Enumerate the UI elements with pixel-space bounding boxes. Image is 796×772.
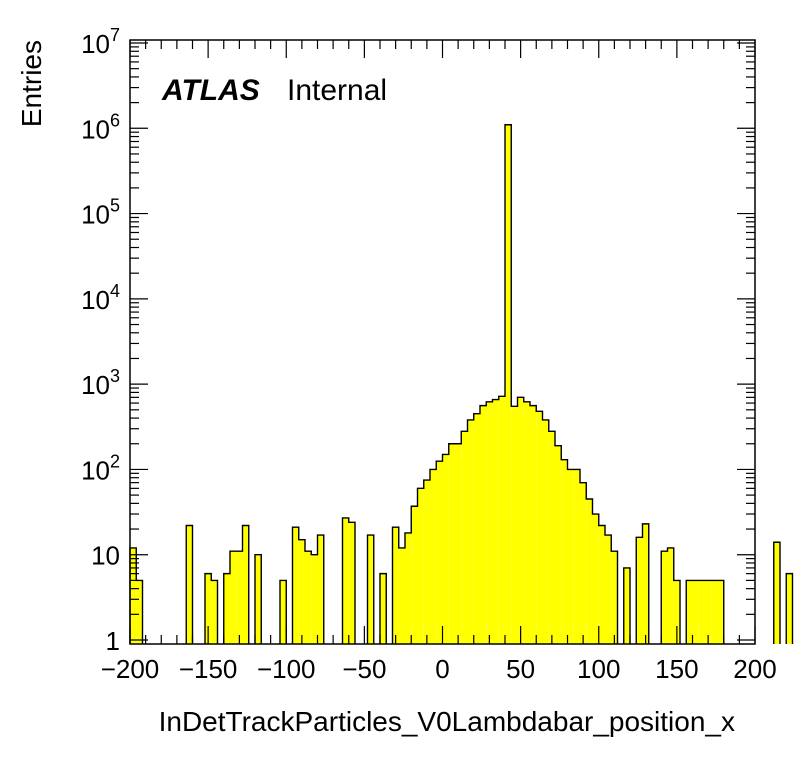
histogram-bin	[461, 431, 468, 644]
histogram-bars	[129, 124, 794, 645]
histogram-bin	[523, 401, 530, 644]
histogram-bin	[186, 525, 193, 644]
y-tick-label: 103	[81, 366, 120, 400]
histogram-bin	[705, 580, 712, 644]
histogram-bin	[348, 522, 355, 644]
histogram-bin	[586, 499, 593, 644]
histogram-bin	[442, 454, 449, 644]
histogram-bin	[455, 443, 462, 644]
histogram-bin	[398, 547, 405, 644]
y-axis-title: Entries	[16, 40, 47, 127]
x-tick-label: 50	[506, 654, 535, 684]
histogram-bin	[567, 469, 574, 644]
histogram-bin	[711, 580, 718, 644]
histogram-bin	[511, 406, 518, 644]
histogram-bin	[242, 525, 249, 644]
x-tick-label: 0	[435, 654, 449, 684]
histogram-bin	[467, 419, 474, 644]
histogram-bin	[611, 551, 618, 644]
histogram-bin	[317, 535, 324, 644]
histogram-bin	[623, 567, 630, 644]
histogram-bin	[280, 580, 287, 644]
histogram-bin	[698, 580, 705, 644]
y-tick-label: 105	[81, 196, 120, 230]
x-tick-label: −100	[257, 654, 316, 684]
histogram-bin	[136, 580, 143, 644]
histogram-bin	[223, 573, 230, 644]
x-tick-label: 150	[655, 654, 698, 684]
histogram-bin	[517, 397, 524, 644]
y-tick-label: 10	[91, 541, 120, 571]
y-tick-label: 106	[81, 110, 120, 144]
x-tick-label: −50	[342, 654, 386, 684]
histogram-bin	[580, 482, 587, 644]
histogram-bin	[417, 488, 424, 644]
histogram-bin	[773, 542, 780, 644]
axis-ticks	[129, 40, 756, 644]
histogram-bin	[605, 535, 612, 644]
histogram-bin	[380, 573, 387, 644]
histogram-bin	[430, 469, 437, 644]
histogram-bin	[367, 535, 374, 644]
histogram-bin	[448, 443, 455, 644]
y-tick-label: 1	[106, 626, 120, 656]
histogram-bin	[667, 547, 674, 644]
histogram-bin	[392, 527, 399, 644]
histogram-bin	[505, 124, 512, 645]
x-tick-label: 100	[577, 654, 620, 684]
atlas-label: ATLAS	[161, 74, 260, 107]
x-tick-label: 200	[733, 654, 776, 684]
histogram-bin	[130, 547, 137, 644]
x-tick-labels: −200 −150 −100 −50 0 50 100 150 200	[101, 654, 777, 684]
histogram-bin	[492, 399, 499, 644]
x-axis-title: InDetTrackParticles_V0Lambdabar_position…	[159, 706, 735, 737]
histogram-bin	[480, 405, 487, 644]
histogram-bin	[673, 580, 680, 644]
y-tick-labels: 1 10 102 103 104 105 106 107	[81, 25, 120, 656]
y-tick-label: 107	[81, 25, 120, 59]
histogram-bin	[205, 573, 212, 644]
histogram-outline	[129, 124, 794, 644]
histogram-bin	[230, 551, 237, 644]
histogram-bin	[311, 554, 318, 644]
histogram-bin	[405, 532, 412, 644]
histogram-bin	[536, 411, 543, 644]
histogram-bin	[786, 573, 793, 644]
histogram-bin	[555, 445, 562, 644]
x-tick-label: −150	[179, 654, 238, 684]
histogram-bin	[498, 396, 505, 644]
histogram-bin	[473, 413, 480, 644]
histogram-bin	[717, 580, 724, 644]
histogram-bin	[423, 480, 430, 644]
histogram-bin	[411, 506, 418, 644]
histogram-bin	[305, 551, 312, 644]
histogram-bin	[573, 469, 580, 644]
histogram-bin	[548, 431, 555, 644]
histogram-bin	[255, 554, 262, 644]
internal-label: Internal	[287, 74, 387, 107]
histogram-bin	[298, 539, 305, 644]
histogram-bin	[561, 459, 568, 644]
histogram-bin	[211, 580, 218, 644]
histogram-bin	[661, 551, 668, 644]
histogram-bin	[686, 580, 693, 644]
histogram-bin	[342, 517, 349, 644]
histogram-bin	[598, 525, 605, 644]
histogram-bin	[292, 527, 299, 644]
histogram-bin	[642, 523, 649, 644]
histogram-bin	[692, 580, 699, 644]
y-tick-label: 104	[81, 281, 120, 315]
histogram-bin	[236, 551, 243, 644]
histogram-bin	[636, 537, 643, 644]
histogram-bin	[436, 461, 443, 644]
x-tick-label: −200	[101, 654, 160, 684]
histogram-bin	[530, 405, 537, 644]
histogram-bin	[486, 401, 493, 644]
histogram-bin	[592, 514, 599, 644]
histogram-bin	[542, 419, 549, 644]
y-tick-label: 102	[81, 451, 120, 485]
